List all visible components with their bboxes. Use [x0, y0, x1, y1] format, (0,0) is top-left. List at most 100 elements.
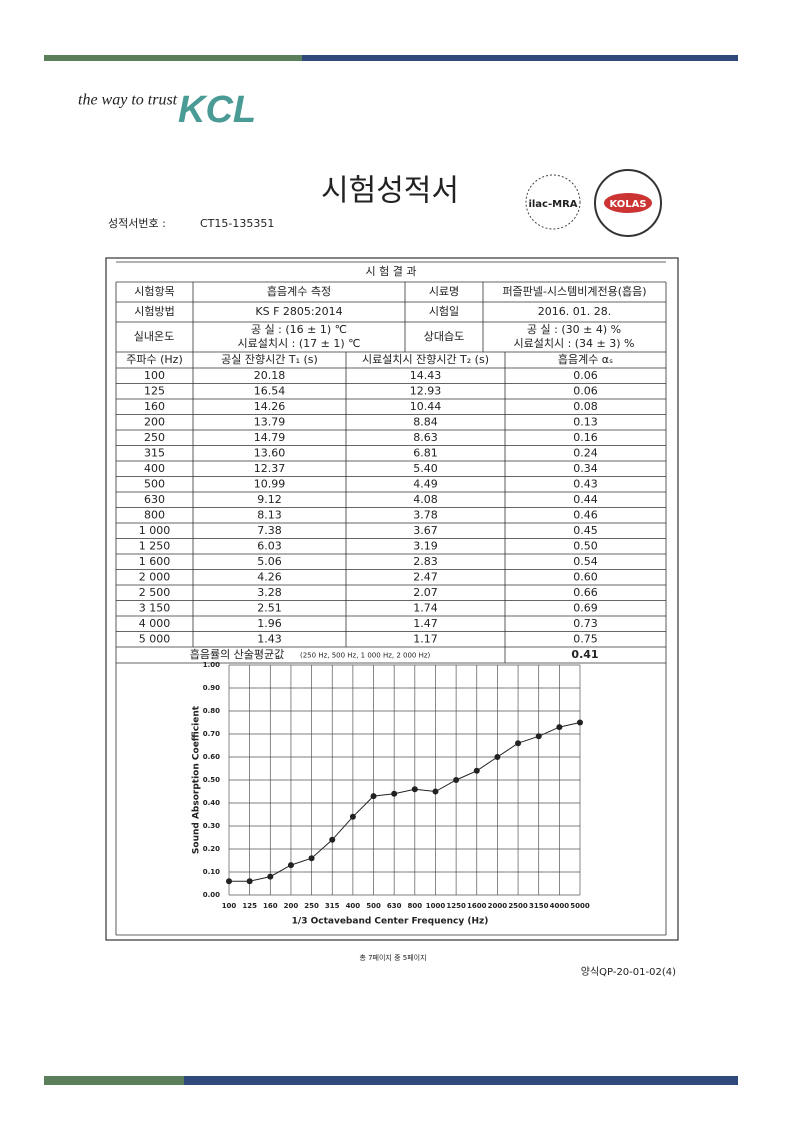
top-bar-blue — [302, 55, 738, 61]
table-cell: 4.26 — [257, 570, 282, 583]
table-cell: 0.13 — [573, 415, 598, 428]
table-cell: 0.08 — [573, 400, 598, 413]
table-cell: 7.38 — [257, 524, 282, 537]
data-point — [473, 767, 480, 774]
table-cell: 2.07 — [413, 586, 438, 599]
table-cell: 0.75 — [573, 632, 598, 645]
x-tick-label: 315 — [325, 902, 340, 910]
table-cell: 400 — [144, 462, 165, 475]
y-tick-label: 0.70 — [203, 730, 220, 738]
data-point — [329, 836, 336, 843]
table-cell: 3.28 — [257, 586, 282, 599]
table-cell: 315 — [144, 446, 165, 459]
info-cell: 시험일 — [429, 304, 459, 318]
y-tick-label: 0.30 — [203, 822, 220, 830]
table-cell: 13.79 — [254, 415, 286, 428]
x-tick-label: 1600 — [467, 902, 487, 910]
table-cell: 16.54 — [254, 384, 286, 397]
bottom-bar-green — [44, 1076, 184, 1085]
data-point — [556, 724, 563, 731]
column-header: 주파수 (Hz) — [126, 353, 183, 366]
form-no: 양식QP-20-01-02(4) — [581, 966, 676, 978]
average-note: (250 Hz, 500 Hz, 1 000 Hz, 2 000 Hz) — [300, 652, 431, 660]
table-cell: 0.34 — [573, 462, 598, 475]
table-cell: 0.50 — [573, 539, 598, 552]
table-cell: 14.43 — [410, 369, 442, 382]
info-cell: 시험방법 — [134, 305, 174, 318]
table-cell: 8.13 — [257, 508, 282, 521]
y-tick-label: 0.40 — [203, 799, 220, 807]
info-cell: KS F 2805:2014 — [255, 305, 342, 318]
table-cell: 3.78 — [413, 508, 438, 521]
x-tick-label: 1000 — [426, 902, 446, 910]
table-cell: 630 — [144, 493, 165, 506]
report-no-label: 성적서번호 : — [108, 217, 166, 230]
table-cell: 5.06 — [257, 555, 282, 568]
table-cell: 6.03 — [257, 539, 282, 552]
y-tick-label: 0.50 — [203, 776, 220, 784]
table-cell: 2.47 — [413, 570, 438, 583]
table-cell: 1.74 — [413, 601, 438, 614]
page-count: 총 7페이지 중 5페이지 — [359, 953, 426, 962]
result-box — [105, 257, 679, 941]
y-tick-label: 0.80 — [203, 707, 220, 715]
table-cell: 4 000 — [139, 617, 171, 630]
table-cell: 200 — [144, 415, 165, 428]
table-cell: 800 — [144, 508, 165, 521]
data-point — [453, 777, 460, 783]
data-point — [494, 754, 501, 760]
data-point — [308, 855, 315, 862]
table-cell: 12.93 — [410, 384, 442, 397]
table-cell: 0.44 — [573, 493, 598, 506]
table-cell: 1.47 — [413, 617, 438, 630]
logo: KCL — [178, 89, 256, 131]
data-point — [349, 813, 356, 820]
table-cell: 3 150 — [139, 601, 171, 614]
data-point — [535, 733, 542, 740]
cond-value: 공 실 : (16 ± 1) ℃ — [251, 323, 347, 336]
info-cell: 2016. 01. 28. — [538, 305, 611, 318]
info-cell: 흡음계수 측정 — [267, 284, 331, 298]
x-tick-label: 4000 — [550, 902, 570, 910]
table-cell: 0.54 — [573, 555, 598, 568]
table-cell: 0.66 — [573, 586, 598, 599]
table-cell: 4.49 — [413, 477, 438, 490]
data-point — [515, 740, 522, 747]
column-header: 흡음계수 αₛ — [558, 352, 613, 366]
top-bar-green — [44, 55, 302, 61]
table-cell: 9.12 — [257, 493, 282, 506]
x-tick-label: 800 — [408, 902, 423, 910]
data-point — [267, 873, 274, 880]
kolas-badge — [594, 169, 662, 237]
ilac-badge — [525, 174, 581, 230]
x-tick-label: 630 — [387, 902, 402, 910]
cond-label: 상대습도 — [424, 330, 464, 343]
data-point — [370, 793, 377, 800]
data-point — [246, 878, 253, 885]
table-cell: 8.63 — [413, 431, 438, 444]
table-cell: 2.51 — [257, 601, 282, 614]
table-cell: 2 000 — [139, 570, 171, 583]
table-cell: 0.24 — [573, 446, 598, 459]
x-tick-label: 400 — [346, 902, 361, 910]
table-cell: 2.83 — [413, 555, 438, 568]
y-tick-label: 0.10 — [203, 868, 220, 876]
doc-title: 시험성적서 — [321, 174, 459, 209]
x-tick-label: 160 — [263, 902, 278, 910]
table-cell: 250 — [144, 431, 165, 444]
table-cell: 20.18 — [254, 369, 286, 382]
table-cell: 10.99 — [254, 477, 286, 490]
table-cell: 3.67 — [413, 524, 438, 537]
table-cell: 14.79 — [254, 431, 286, 444]
table-cell: 0.06 — [573, 369, 598, 382]
table-cell: 6.81 — [413, 446, 438, 459]
x-tick-label: 500 — [366, 902, 381, 910]
table-title: 시 험 결 과 — [366, 265, 417, 278]
kolas-oval — [604, 193, 652, 213]
data-point — [287, 862, 294, 869]
table-cell: 160 — [144, 400, 165, 413]
table-cell: 1.17 — [413, 632, 438, 645]
x-tick-label: 250 — [304, 902, 319, 910]
